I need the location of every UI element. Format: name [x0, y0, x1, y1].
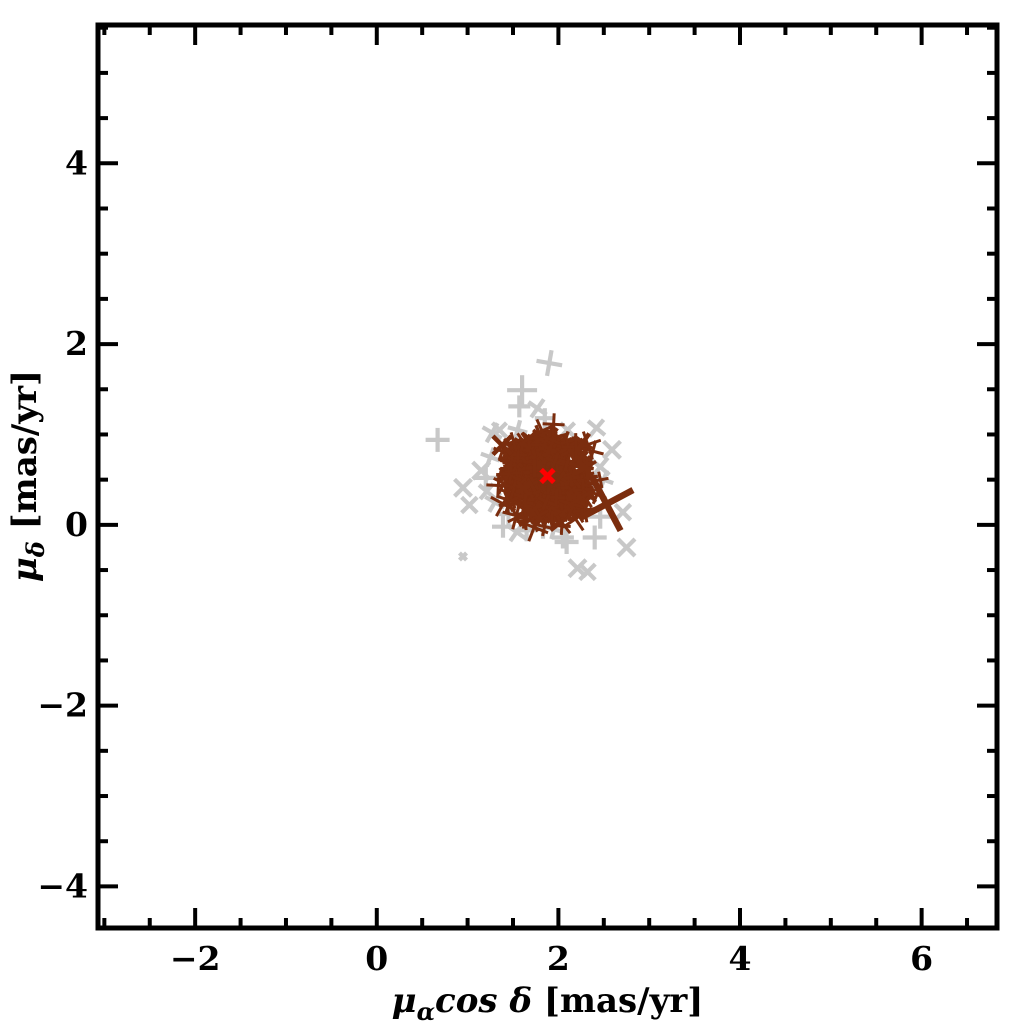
- field-star-marker: [480, 446, 501, 468]
- field-star-marker: [453, 477, 473, 498]
- field-star-marker: [425, 427, 450, 452]
- x-tick-label: −2: [170, 939, 221, 978]
- cluster-star-marker: [508, 445, 528, 464]
- y-tick-label: 4: [65, 143, 88, 182]
- cluster-star-marker: [581, 488, 598, 504]
- cluster-star-marker: [486, 473, 511, 498]
- field-star-marker: [508, 395, 531, 418]
- cluster-star-marker: [567, 485, 593, 511]
- y-tick-label: −2: [37, 686, 88, 725]
- field-star-marker: [554, 530, 579, 554]
- field-star-marker: [613, 502, 633, 522]
- mean-pm-marker: [539, 467, 556, 485]
- cluster-star-marker: [546, 488, 566, 507]
- outlier-cross-marker: [578, 476, 635, 533]
- x-tick-label: 6: [910, 939, 933, 978]
- outlier-cross-marker: [491, 434, 513, 457]
- x-tick-label: 2: [547, 939, 570, 978]
- cluster-star-marker: [492, 472, 515, 495]
- x-tick-label: 0: [365, 939, 388, 978]
- axes: −2 0 2 4 6 −4 −2 0 2 4 μαcos δ [mas/yr] μδ [mas/yr]: [5, 22, 1000, 1024]
- cluster-star-marker: [575, 458, 594, 476]
- field-star-marker: [602, 439, 622, 460]
- cluster-star-marker: [515, 480, 532, 497]
- y-tick-label: 2: [65, 324, 88, 363]
- cluster-star-marker: [534, 424, 561, 452]
- x-axis-label: μαcos δ [mas/yr]: [392, 981, 704, 1024]
- cluster-star-marker: [503, 431, 524, 452]
- cluster-star-marker: [557, 453, 577, 473]
- field-star-marker: [507, 419, 528, 441]
- cluster-clump: [486, 413, 609, 542]
- field-star-marker: [616, 537, 637, 558]
- cluster-star-marker: [529, 418, 555, 443]
- cluster-star-marker: [537, 492, 556, 511]
- outlier-cross-marker: [572, 432, 594, 453]
- cluster-star-marker: [545, 451, 565, 471]
- y-tick-label: 0: [65, 505, 88, 544]
- field-star-marker: [490, 421, 508, 439]
- mean-proper-motion-layer: [539, 467, 556, 485]
- cluster-outlier-crosses-layer: [491, 432, 635, 533]
- field-star-marker: [457, 551, 469, 562]
- field-star-marker: [586, 418, 607, 438]
- cluster-star-marker: [552, 514, 568, 530]
- data-layers: [425, 349, 637, 582]
- y-tick-label: −4: [37, 866, 88, 905]
- y-axis-label: μδ [mas/yr]: [5, 370, 50, 582]
- field-star-marker: [582, 525, 607, 550]
- cluster-star-marker: [562, 468, 581, 487]
- cluster-star-marker: [498, 491, 520, 513]
- field-star-marker: [578, 562, 597, 582]
- cluster-star-marker: [535, 516, 555, 537]
- x-tick-label: 4: [729, 939, 752, 978]
- field-star-marker: [474, 466, 497, 489]
- cluster-star-marker: [516, 511, 535, 531]
- field-star-marker: [460, 495, 479, 515]
- cluster-star-marker: [581, 440, 604, 463]
- field-star-marker: [507, 375, 538, 406]
- plot-frame: [95, 22, 1000, 931]
- field-star-marker: [536, 349, 563, 377]
- cluster-star-marker: [502, 501, 531, 530]
- cluster-star-marker: [542, 413, 565, 436]
- cluster-star-marker: [525, 459, 544, 478]
- cluster-star-marker: [553, 470, 568, 485]
